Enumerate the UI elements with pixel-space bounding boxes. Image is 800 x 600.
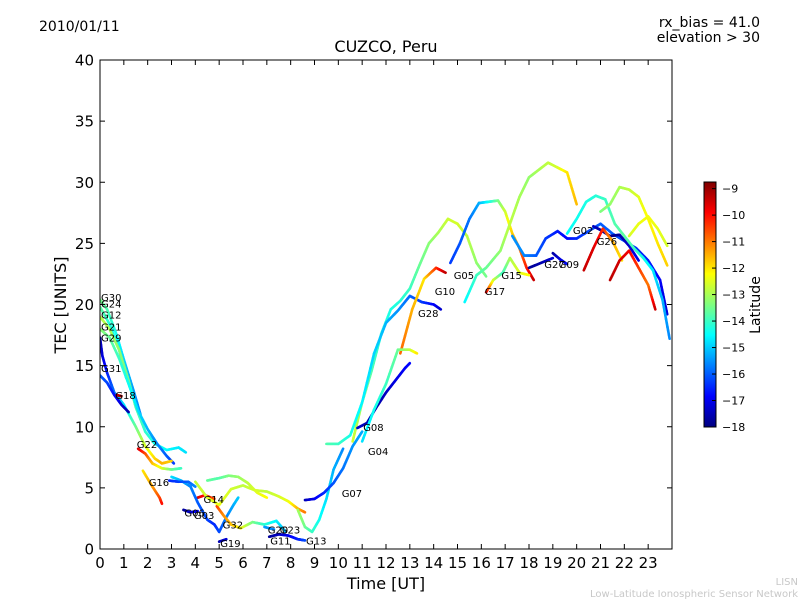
series-segment	[173, 463, 174, 464]
x-tick-label: 0	[95, 554, 105, 572]
series-label-g19: G19	[220, 539, 240, 550]
series-label-g10: G10	[435, 287, 455, 298]
x-tick-label: 17	[496, 554, 515, 572]
series-segment	[655, 307, 656, 309]
x-axis-label: Time [UT]	[346, 574, 425, 593]
series-label-g13: G13	[306, 536, 326, 547]
x-tick-label: 19	[543, 554, 562, 572]
x-tick-label: 7	[262, 554, 272, 572]
y-tick-label: 35	[75, 113, 94, 131]
series-label-g14: G14	[204, 495, 224, 506]
series-label-g18: G18	[115, 391, 135, 402]
series-label-g12: G12	[101, 310, 121, 321]
series-label-g02: G02	[573, 226, 593, 237]
x-tick-label: 14	[424, 554, 443, 572]
series-label-g29: G29	[101, 334, 121, 345]
x-tick-label: 18	[519, 554, 538, 572]
credit-line-1: LISN	[776, 577, 798, 588]
series-label-g23: G23	[280, 525, 300, 536]
y-tick-label: 5	[84, 479, 94, 497]
x-tick-label: 1	[119, 554, 129, 572]
series-segment	[485, 275, 486, 276]
series-label-g07: G07	[342, 489, 362, 500]
series-label-g22: G22	[137, 440, 157, 451]
series-segment	[361, 432, 362, 433]
series-label-g16: G16	[149, 478, 169, 489]
x-tick-label: 9	[310, 554, 320, 572]
series-segment	[342, 449, 343, 451]
series-segment	[667, 311, 668, 314]
x-tick-label: 3	[167, 554, 177, 572]
credit-line-2: Low-Latitude Ionospheric Sensor Network	[590, 589, 798, 600]
colorbar-tick-label: −17	[722, 395, 745, 408]
series-label-g05: G05	[454, 271, 474, 282]
series-label-g32: G32	[223, 521, 243, 532]
y-axis-label: TEC [UNITS]	[51, 257, 70, 355]
x-tick-label: 8	[286, 554, 296, 572]
series-segment	[533, 279, 534, 280]
colorbar-ticks: −9 −10 −11 −12 −13 −14 −15 −16 −17 −18	[712, 183, 745, 434]
series-segment	[666, 244, 667, 246]
colorbar-tick-label: −11	[722, 236, 745, 249]
date-label: 2010/01/11	[39, 19, 120, 35]
colorbar-tick-label: −9	[722, 183, 738, 196]
x-tick-label: 20	[567, 554, 586, 572]
series-segment	[576, 201, 577, 204]
y-tick-label: 40	[75, 52, 94, 70]
x-tick-label: 5	[214, 554, 224, 572]
plot-background	[100, 60, 672, 549]
x-tick-label: 6	[238, 554, 248, 572]
chart-title: CUZCO, Peru	[334, 37, 437, 56]
x-tick-label: 2	[143, 554, 153, 572]
y-tick-label: 0	[84, 541, 94, 559]
colorbar-tick-label: −13	[722, 289, 745, 302]
x-tick-label: 23	[639, 554, 658, 572]
series-segment	[666, 263, 667, 265]
colorbar: −9 −10 −11 −12 −13 −14 −15 −16 −17 −18 Latitude	[704, 182, 764, 434]
series-label-g26: G26	[597, 237, 617, 248]
series-label-g28: G28	[418, 309, 438, 320]
x-tick-label: 16	[472, 554, 491, 572]
x-tick-label: 10	[329, 554, 348, 572]
colorbar-tick-label: −16	[722, 368, 745, 381]
series-label-g03: G03	[194, 511, 214, 522]
colorbar-tick-label: −12	[722, 262, 745, 275]
x-tick-label: 21	[591, 554, 610, 572]
y-tick-label: 10	[75, 418, 94, 436]
series-label-g04: G04	[368, 447, 388, 458]
series-label-g17: G17	[485, 287, 505, 298]
x-tick-label: 11	[353, 554, 372, 572]
colorbar-gradient	[704, 182, 716, 427]
colorbar-tick-label: −15	[722, 342, 745, 355]
y-tick-label: 20	[75, 296, 94, 314]
y-tick-label: 25	[75, 235, 94, 253]
colorbar-label: Latitude	[748, 276, 764, 334]
series-label-g15: G15	[501, 271, 521, 282]
series-label-g08: G08	[363, 423, 383, 434]
colorbar-tick-label: −10	[722, 209, 745, 222]
series-label-g11: G11	[270, 536, 290, 547]
series-segment	[128, 411, 129, 412]
rx-bias-label: rx_bias = 41.0	[659, 15, 760, 31]
series-label-g09: G09	[559, 260, 579, 271]
x-tick-label: 22	[615, 554, 634, 572]
series-segment	[638, 259, 639, 260]
x-tick-label: 15	[448, 554, 467, 572]
x-tick-label: 4	[191, 554, 201, 572]
elevation-label: elevation > 30	[657, 30, 760, 46]
colorbar-tick-label: −18	[722, 421, 745, 434]
colorbar-tick-label: −14	[722, 315, 745, 328]
x-tick-label: 13	[400, 554, 419, 572]
y-tick-label: 30	[75, 174, 94, 192]
series-label-g21: G21	[101, 323, 121, 334]
y-tick-label: 15	[75, 357, 94, 375]
x-tick-label: 12	[376, 554, 395, 572]
series-segment	[669, 335, 670, 339]
